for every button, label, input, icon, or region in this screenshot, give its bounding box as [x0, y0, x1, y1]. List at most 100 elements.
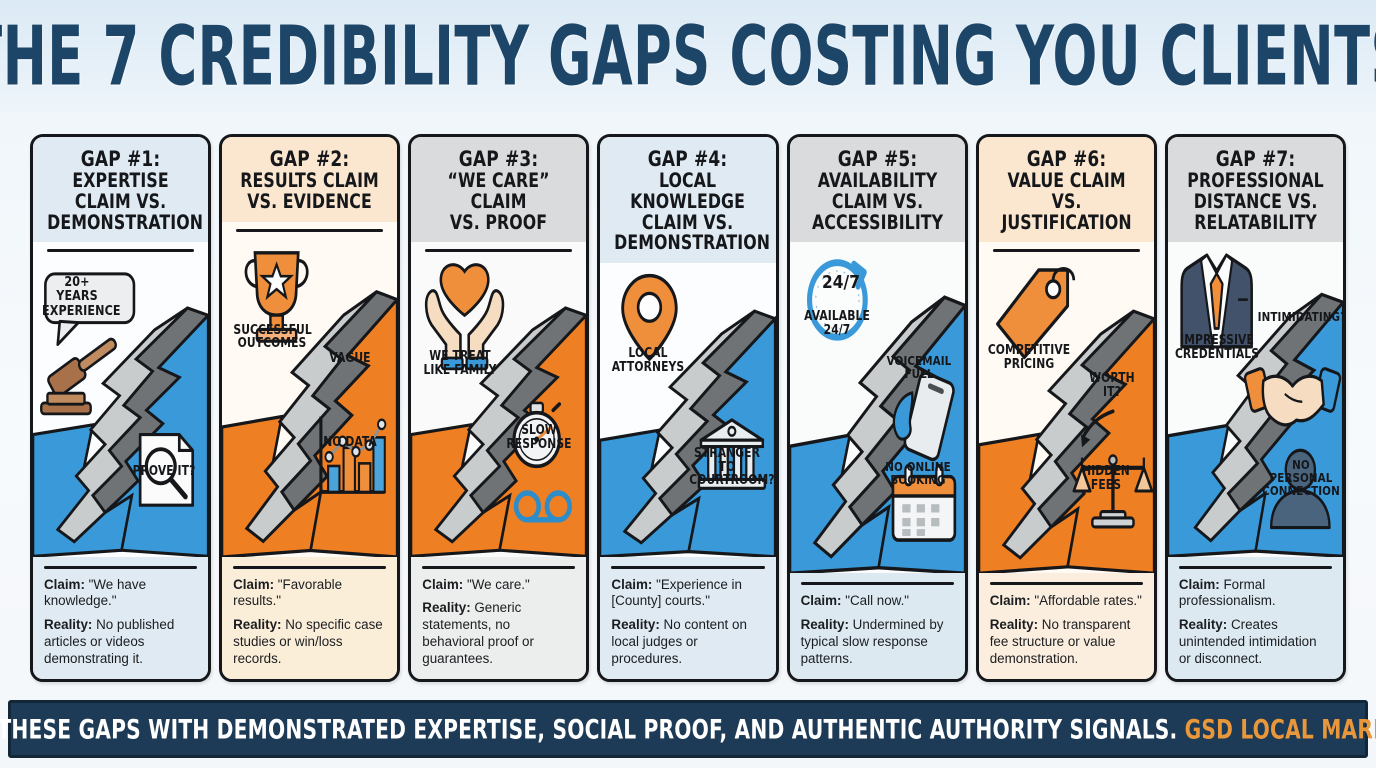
- reality-icon-label-7: INTIMIDATING?: [1257, 309, 1346, 325]
- claim-line-4: Claim: "Experience in [County] courts.": [611, 577, 764, 611]
- reality-text-1: No published articles or videos demonstr…: [44, 617, 175, 667]
- gap-card-4: GAP #4: LOCAL KNOWLEDGE CLAIM VS. DEMONS…: [597, 134, 779, 682]
- reality-line-3: Reality: Generic statements, no behavior…: [422, 600, 575, 668]
- claim-line-5: Claim: "Call now.": [801, 593, 954, 610]
- card-header-3: GAP #3: “WE CARE” CLAIM VS. PROOF: [411, 137, 587, 243]
- claim-text-6: "Affordable rates.": [1030, 593, 1142, 609]
- card-header-5: GAP #5: AVAILABILITY CLAIM VS. ACCESSIBI…: [789, 137, 965, 243]
- gap-title-4: LOCAL KNOWLEDGE CLAIM VS. DEMONSTRATION: [614, 169, 771, 255]
- reality-icon-2-label-5: NO ONLINE BOOKING: [884, 459, 951, 488]
- gap-number-4: GAP #4:: [648, 147, 728, 171]
- gap-number-7: GAP #7:: [1215, 147, 1296, 171]
- claim-reality-3: Claim: "We care." Reality: Generic state…: [411, 556, 587, 679]
- claim-text-1: "We have knowledge.": [44, 576, 147, 609]
- header-rule-1: [47, 249, 195, 253]
- reality-label-3: Reality:: [422, 600, 471, 616]
- claim-label-3: Claim:: [422, 576, 464, 592]
- reality-icon-label-6: WORTH IT?: [1088, 371, 1135, 400]
- gap-card-2: GAP #2: RESULTS CLAIM VS. EVIDENCE: [219, 134, 401, 682]
- gap-number-1: GAP #1:: [80, 147, 161, 171]
- divider-5: [800, 582, 954, 586]
- reality-line-1: Reality: No published articles or videos…: [44, 617, 197, 668]
- claim-text-7: Formal professionalism.: [1178, 576, 1276, 609]
- claim-reality-4: Claim: "Experience in [County] courts." …: [600, 556, 776, 679]
- gap-number-6: GAP #6:: [1026, 147, 1107, 171]
- footer-text: CLOSE THESE GAPS WITH DEMONSTRATED EXPER…: [0, 713, 1376, 744]
- claim-reality-2: Claim: "Favorable results." Reality: No …: [222, 556, 398, 679]
- claim-icon-label-7: IMPRESSIVE CREDENTIALS: [1174, 333, 1259, 362]
- gap-title-2: RESULTS CLAIM VS. EVIDENCE: [240, 169, 379, 213]
- reality-line-5: Reality: Undermined by typical slow resp…: [801, 617, 954, 668]
- gap-card-5: GAP #5: AVAILABILITY CLAIM VS. ACCESSIBI…: [786, 134, 968, 682]
- gap-cards-row: GAP #1: EXPERTISE CLAIM VS. DEMONSTRATIO…: [30, 134, 1346, 682]
- claim-text-3: "We care.": [463, 576, 530, 592]
- claim-line-7: Claim: Formal professionalism.: [1179, 577, 1332, 611]
- claim-label-4: Claim:: [611, 576, 653, 592]
- claim-label-2: Claim:: [233, 576, 275, 592]
- header-rule-3: [425, 249, 573, 253]
- claim-icon-label-6: COMPETITIVE PRICING: [987, 343, 1070, 372]
- claim-label-1: Claim:: [44, 576, 85, 592]
- reality-icon-label-top-2: VAGUE: [329, 350, 371, 366]
- page-title: THE 7 CREDIBILITY GAPS COSTING YOU CLIEN…: [0, 8, 1376, 104]
- reality-label-2: Reality:: [233, 617, 282, 633]
- illustration-6: COMPETITIVE PRICING WORTH IT? HIDDEN FEE…: [978, 252, 1154, 574]
- claim-line-3: Claim: "We care.": [422, 577, 575, 594]
- reality-icon-2-label-7: NO PERSONAL CONNECTION: [1262, 457, 1340, 499]
- claim-reality-5: Claim: "Call now." Reality: Undermined b…: [789, 573, 965, 679]
- reality-label-5: Reality:: [800, 617, 849, 633]
- claim-icon-label-2: SUCCESSFUL OUTCOMES: [233, 322, 312, 352]
- claim-label-6: Claim:: [989, 593, 1031, 609]
- reality-label-4: Reality:: [611, 617, 660, 633]
- divider-2: [233, 565, 387, 569]
- claim-text-4: "Experience in [County] courts.": [611, 576, 742, 609]
- claim-icon-label-1: 20+ YEARS EXPERIENCE: [42, 274, 121, 319]
- footer-brand: GSD LOCAL MARKETING: [1184, 713, 1376, 745]
- claim-icon-label-4: LOCAL ATTORNEYS: [612, 345, 685, 375]
- gap-title-7: PROFESSIONAL DISTANCE VS. RELATABILITY: [1187, 169, 1324, 234]
- gap-card-6: GAP #6: VALUE CLAIM VS. JUSTIFICATION: [975, 134, 1157, 682]
- gap-title-1: EXPERTISE CLAIM VS. DEMONSTRATION: [47, 169, 204, 234]
- reality-line-4: Reality: No content on local judges or p…: [611, 617, 764, 668]
- illustration-1: 20+ YEARS EXPERIENCE PROVE IT?: [33, 252, 209, 557]
- card-header-6: GAP #6: VALUE CLAIM VS. JUSTIFICATION: [978, 137, 1154, 243]
- reality-label-6: Reality:: [989, 617, 1039, 633]
- header-band: THE 7 CREDIBILITY GAPS COSTING YOU CLIEN…: [0, 0, 1376, 112]
- footer-message: CLOSE THESE GAPS WITH DEMONSTRATED EXPER…: [0, 713, 1178, 745]
- reality-label-7: Reality:: [1178, 617, 1228, 633]
- reality-label-1: Reality:: [44, 617, 93, 633]
- header-rule-2: [236, 228, 384, 232]
- illustration-5: 24/7 AVAILABLE 24/7 VOICEMAIL FULL NO ON…: [789, 242, 965, 574]
- reality-line-2: Reality: No specific case studies or win…: [233, 617, 386, 668]
- illustration-3: WE TREAT LIKE FAMILY SLOW RESPONSE: [411, 252, 587, 557]
- claim-label-5: Claim:: [800, 593, 842, 609]
- claim-text-5: "Call now.": [841, 593, 910, 609]
- claim-line-2: Claim: "Favorable results.": [233, 577, 386, 611]
- divider-7: [1178, 565, 1332, 569]
- gap-title-3: “WE CARE” CLAIM VS. PROOF: [447, 169, 550, 234]
- card-header-4: GAP #4: LOCAL KNOWLEDGE CLAIM VS. DEMONS…: [600, 137, 776, 263]
- divider-6: [989, 582, 1143, 586]
- clock-24-7-text: 24/7: [821, 272, 860, 294]
- claim-reality-6: Claim: "Affordable rates." Reality: No t…: [978, 573, 1154, 679]
- gap-card-3: GAP #3: “WE CARE” CLAIM VS. PROOF: [408, 134, 590, 682]
- claim-line-1: Claim: "We have knowledge.": [44, 577, 197, 611]
- card-header-2: GAP #2: RESULTS CLAIM VS. EVIDENCE: [222, 137, 398, 222]
- illustration-7: IMPRESSIVE CREDENTIALS INTIMIDATING? NO …: [1167, 242, 1346, 557]
- reality-icon-label-1: PROVE IT?: [132, 464, 196, 480]
- gap-card-1: GAP #1: EXPERTISE CLAIM VS. DEMONSTRATIO…: [30, 134, 212, 682]
- claim-reality-7: Claim: Formal professionalism. Reality: …: [1167, 556, 1343, 679]
- gap-number-5: GAP #5:: [837, 147, 917, 171]
- gap-number-2: GAP #2:: [269, 147, 350, 171]
- reality-icon-label-5: VOICEMAIL FULL: [886, 353, 951, 382]
- gap-card-7: GAP #7: PROFESSIONAL DISTANCE VS. RELATA…: [1164, 134, 1346, 682]
- claim-icon-label-5: AVAILABLE 24/7: [803, 309, 870, 338]
- reality-icon-label-4: STRANGER TO COURTROOM?: [689, 445, 776, 489]
- reality-text-2: No specific case studies or win/loss rec…: [233, 617, 383, 667]
- reality-text-4: No content on local judges or procedures…: [611, 617, 747, 667]
- divider-1: [44, 565, 198, 569]
- header-rule-6: [992, 249, 1140, 253]
- reality-text-7: Creates unintended intimidation or disco…: [1178, 617, 1317, 667]
- claim-label-7: Claim:: [1178, 576, 1220, 592]
